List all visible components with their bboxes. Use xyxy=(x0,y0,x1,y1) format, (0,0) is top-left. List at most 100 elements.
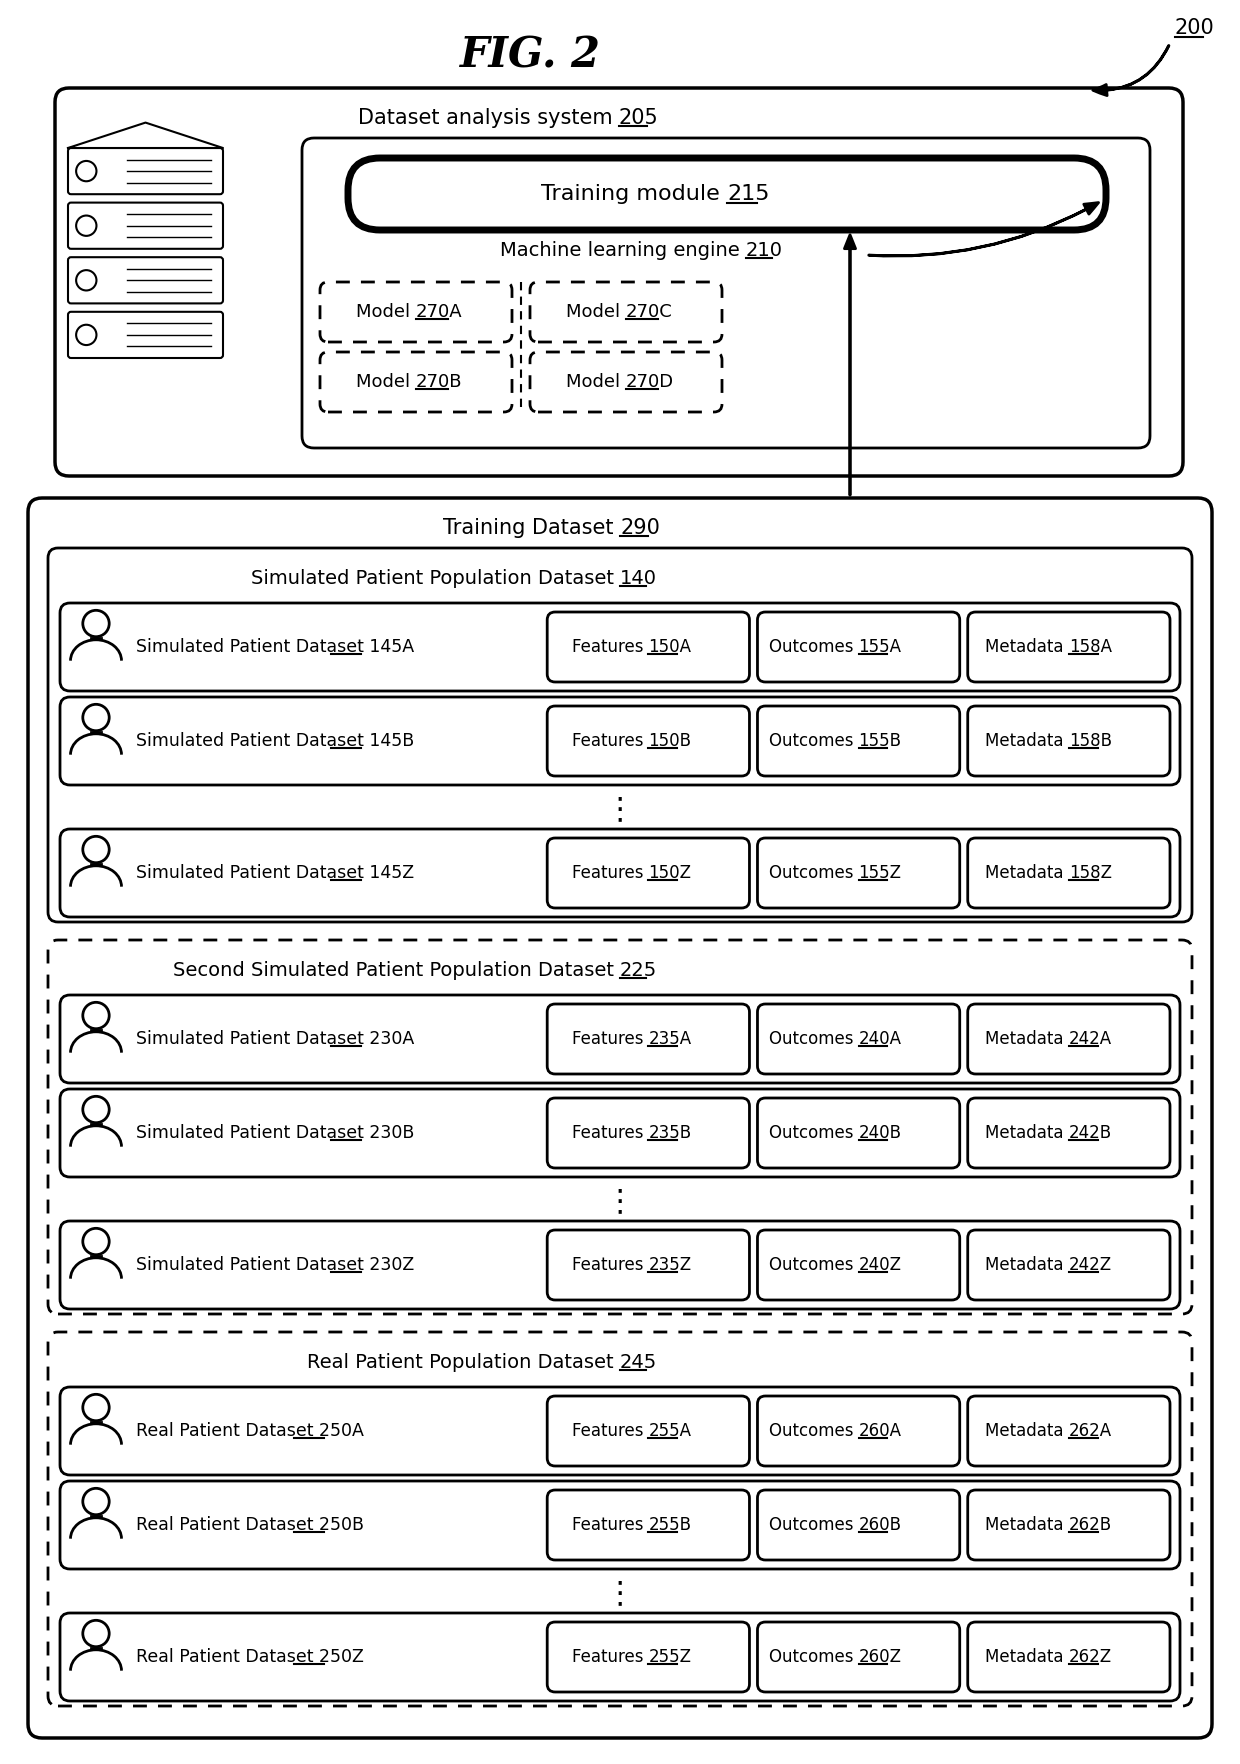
Text: Features: Features xyxy=(572,1124,649,1141)
FancyBboxPatch shape xyxy=(967,1491,1171,1559)
FancyBboxPatch shape xyxy=(547,706,749,776)
Text: 215: 215 xyxy=(727,183,770,205)
Text: Real Patient Population Dataset: Real Patient Population Dataset xyxy=(308,1353,620,1371)
FancyBboxPatch shape xyxy=(60,1387,1180,1475)
Text: Metadata: Metadata xyxy=(985,1422,1069,1439)
Circle shape xyxy=(76,215,97,236)
FancyBboxPatch shape xyxy=(967,1230,1171,1300)
FancyBboxPatch shape xyxy=(547,612,749,683)
FancyBboxPatch shape xyxy=(967,1395,1171,1466)
Circle shape xyxy=(83,1228,109,1254)
Text: Outcomes: Outcomes xyxy=(769,1515,858,1535)
FancyBboxPatch shape xyxy=(967,1004,1171,1074)
Text: 150B: 150B xyxy=(649,732,692,750)
Text: 255A: 255A xyxy=(649,1422,692,1439)
Text: Simulated Patient Dataset 145A: Simulated Patient Dataset 145A xyxy=(136,639,414,656)
FancyBboxPatch shape xyxy=(303,138,1149,448)
FancyBboxPatch shape xyxy=(758,1395,960,1466)
Text: 242A: 242A xyxy=(1069,1030,1112,1048)
Text: ⋮: ⋮ xyxy=(605,796,635,824)
Text: Features: Features xyxy=(572,639,649,656)
FancyBboxPatch shape xyxy=(758,706,960,776)
FancyBboxPatch shape xyxy=(967,838,1171,908)
Text: 260Z: 260Z xyxy=(858,1648,901,1665)
Text: 240A: 240A xyxy=(858,1030,901,1048)
Text: Real Patient Dataset 250B: Real Patient Dataset 250B xyxy=(136,1515,365,1535)
Text: Simulated Patient Dataset 230Z: Simulated Patient Dataset 230Z xyxy=(136,1256,414,1274)
Text: 200: 200 xyxy=(1176,18,1215,39)
Text: 255Z: 255Z xyxy=(649,1648,692,1665)
Text: ⋮: ⋮ xyxy=(605,1579,635,1609)
FancyBboxPatch shape xyxy=(60,1612,1180,1700)
Text: Metadata: Metadata xyxy=(985,639,1069,656)
FancyBboxPatch shape xyxy=(60,829,1180,917)
Text: Outcomes: Outcomes xyxy=(769,1030,858,1048)
Text: Simulated Patient Dataset 145Z: Simulated Patient Dataset 145Z xyxy=(136,864,414,882)
Circle shape xyxy=(83,1095,109,1122)
FancyBboxPatch shape xyxy=(758,612,960,683)
Text: 290: 290 xyxy=(620,519,660,538)
FancyBboxPatch shape xyxy=(758,1623,960,1692)
Text: 270A: 270A xyxy=(415,303,463,321)
FancyBboxPatch shape xyxy=(547,1395,749,1466)
Text: Model: Model xyxy=(356,372,415,392)
Text: 225: 225 xyxy=(620,961,657,979)
FancyBboxPatch shape xyxy=(29,497,1211,1738)
FancyBboxPatch shape xyxy=(529,282,722,342)
Text: 245: 245 xyxy=(620,1353,657,1371)
Text: Outcomes: Outcomes xyxy=(769,732,858,750)
Text: 235A: 235A xyxy=(649,1030,692,1048)
Text: 155Z: 155Z xyxy=(858,864,901,882)
FancyBboxPatch shape xyxy=(529,353,722,413)
Text: Model: Model xyxy=(567,372,626,392)
FancyBboxPatch shape xyxy=(60,1221,1180,1309)
Text: Simulated Patient Dataset 145B: Simulated Patient Dataset 145B xyxy=(136,732,414,750)
FancyBboxPatch shape xyxy=(547,1004,749,1074)
FancyBboxPatch shape xyxy=(68,148,223,194)
Text: Features: Features xyxy=(572,732,649,750)
Text: Features: Features xyxy=(572,864,649,882)
Circle shape xyxy=(83,1621,109,1648)
FancyBboxPatch shape xyxy=(547,1623,749,1692)
Text: Metadata: Metadata xyxy=(985,864,1069,882)
Text: Outcomes: Outcomes xyxy=(769,1124,858,1141)
FancyArrowPatch shape xyxy=(1092,46,1169,95)
FancyBboxPatch shape xyxy=(48,1332,1192,1706)
Text: ⋮: ⋮ xyxy=(605,1187,635,1217)
Text: 242Z: 242Z xyxy=(1069,1256,1112,1274)
Text: Model: Model xyxy=(356,303,415,321)
Circle shape xyxy=(83,1394,109,1420)
FancyBboxPatch shape xyxy=(320,282,512,342)
FancyBboxPatch shape xyxy=(68,203,223,249)
FancyBboxPatch shape xyxy=(758,838,960,908)
FancyArrowPatch shape xyxy=(844,235,856,496)
Text: Training Dataset: Training Dataset xyxy=(443,519,620,538)
Circle shape xyxy=(76,270,97,291)
FancyBboxPatch shape xyxy=(758,1491,960,1559)
FancyBboxPatch shape xyxy=(758,1097,960,1168)
Text: Metadata: Metadata xyxy=(985,1124,1069,1141)
Text: Real Patient Dataset 250Z: Real Patient Dataset 250Z xyxy=(136,1648,363,1665)
Text: Features: Features xyxy=(572,1030,649,1048)
Text: Simulated Patient Dataset 230B: Simulated Patient Dataset 230B xyxy=(136,1124,414,1141)
Text: 262B: 262B xyxy=(1069,1515,1112,1535)
Text: Simulated Patient Population Dataset: Simulated Patient Population Dataset xyxy=(250,568,620,587)
Circle shape xyxy=(83,1002,109,1028)
Text: 270D: 270D xyxy=(626,372,675,392)
Circle shape xyxy=(83,610,109,637)
Circle shape xyxy=(76,325,97,346)
Text: 158Z: 158Z xyxy=(1069,864,1112,882)
FancyBboxPatch shape xyxy=(48,940,1192,1314)
FancyBboxPatch shape xyxy=(547,1097,749,1168)
FancyBboxPatch shape xyxy=(967,1623,1171,1692)
Text: Metadata: Metadata xyxy=(985,1648,1069,1665)
Text: 235Z: 235Z xyxy=(649,1256,692,1274)
Text: 260A: 260A xyxy=(858,1422,901,1439)
FancyBboxPatch shape xyxy=(348,159,1106,229)
Text: Outcomes: Outcomes xyxy=(769,1648,858,1665)
Text: Second Simulated Patient Population Dataset: Second Simulated Patient Population Data… xyxy=(172,961,620,979)
FancyBboxPatch shape xyxy=(547,838,749,908)
Text: Features: Features xyxy=(572,1648,649,1665)
Text: 210: 210 xyxy=(746,240,782,259)
FancyBboxPatch shape xyxy=(758,1230,960,1300)
